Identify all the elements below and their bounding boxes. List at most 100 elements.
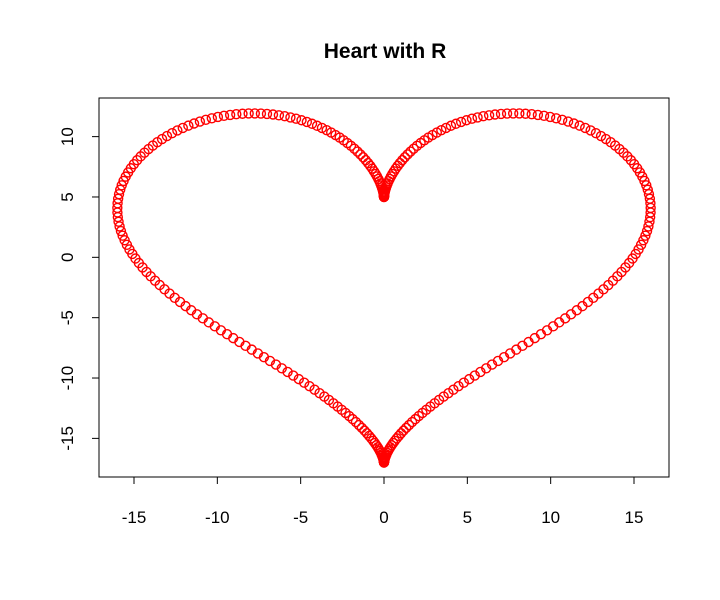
y-tick-label: 5 xyxy=(58,192,77,201)
data-point xyxy=(243,108,254,119)
data-point xyxy=(293,373,304,385)
data-point xyxy=(464,373,475,385)
data-point xyxy=(413,410,424,422)
data-point xyxy=(311,120,323,131)
data-point xyxy=(406,416,418,428)
data-point xyxy=(161,130,173,142)
y-tick-label: -5 xyxy=(58,310,77,325)
data-point xyxy=(458,377,469,388)
data-point xyxy=(296,115,307,126)
data-point xyxy=(436,124,447,136)
data-point xyxy=(445,120,457,131)
data-point xyxy=(356,422,368,434)
data-point xyxy=(478,111,489,122)
data-point xyxy=(306,118,318,129)
data-point xyxy=(115,225,127,237)
data-point xyxy=(644,216,655,227)
data-point xyxy=(183,120,194,131)
data-point xyxy=(495,108,507,120)
data-point xyxy=(455,116,467,128)
data-point xyxy=(352,146,363,157)
data-point xyxy=(316,122,328,134)
data-point xyxy=(472,112,483,123)
data-point xyxy=(440,122,452,134)
data-point xyxy=(397,154,408,166)
x-tick-label: 10 xyxy=(541,508,560,527)
data-point xyxy=(347,413,358,425)
x-tick-label: 15 xyxy=(625,508,644,527)
data-point xyxy=(405,146,416,157)
data-point xyxy=(387,168,398,180)
data-point xyxy=(206,113,218,124)
data-point xyxy=(453,381,464,392)
y-axis: -15 -10 -5 0 5 10 xyxy=(58,127,100,451)
data-point xyxy=(282,366,293,378)
data-point xyxy=(514,108,525,119)
data-point xyxy=(538,110,550,122)
data-point xyxy=(350,416,362,428)
data-point xyxy=(172,125,183,136)
data-point xyxy=(385,171,397,182)
data-point xyxy=(526,109,537,120)
data-point xyxy=(461,115,472,126)
data-point xyxy=(212,111,224,123)
data-point xyxy=(643,221,654,232)
data-point xyxy=(469,370,480,381)
x-tick-label: -5 xyxy=(293,508,308,527)
data-point xyxy=(355,149,366,160)
data-point xyxy=(218,110,230,122)
data-point xyxy=(188,118,200,129)
data-point xyxy=(507,108,519,119)
data-point xyxy=(640,230,651,241)
data-point xyxy=(353,419,365,431)
data-point xyxy=(231,109,242,120)
data-point xyxy=(349,143,360,154)
chart-title: Heart with R xyxy=(324,40,447,63)
y-tick-label: -10 xyxy=(58,366,77,391)
data-point xyxy=(261,108,273,120)
data-point xyxy=(267,109,279,120)
data-point xyxy=(544,111,556,123)
data-point xyxy=(410,413,421,425)
data-point xyxy=(359,425,370,436)
data-point xyxy=(450,118,462,129)
data-point xyxy=(408,143,419,154)
data-point xyxy=(574,120,585,131)
data-point xyxy=(177,122,188,134)
data-point xyxy=(200,114,212,126)
data-point xyxy=(568,118,580,129)
data-point xyxy=(224,109,236,121)
data-point xyxy=(585,125,596,136)
data-point xyxy=(378,191,390,203)
data-point xyxy=(117,230,128,241)
data-point xyxy=(194,116,206,127)
data-point xyxy=(520,108,531,119)
data-point xyxy=(288,370,299,381)
data-point xyxy=(255,108,267,119)
data-point xyxy=(590,127,602,139)
y-tick-label: 0 xyxy=(58,253,77,262)
data-point xyxy=(237,108,248,119)
data-point xyxy=(532,109,544,121)
data-point xyxy=(304,381,315,392)
data-point xyxy=(273,110,285,121)
y-tick-label: -15 xyxy=(58,426,77,451)
data-point xyxy=(489,109,501,120)
data-point xyxy=(483,110,495,121)
data-point xyxy=(249,108,261,119)
data-point xyxy=(309,384,320,395)
data-point xyxy=(166,127,178,139)
data-point xyxy=(367,163,378,174)
plot-frame xyxy=(98,97,670,478)
data-point xyxy=(115,184,126,195)
data-point xyxy=(480,363,492,374)
data-point xyxy=(301,116,313,128)
data-point xyxy=(580,122,591,134)
data-point xyxy=(399,152,411,163)
data-point xyxy=(475,366,486,378)
x-tick-label: -15 xyxy=(122,508,147,527)
data-points xyxy=(112,108,656,468)
x-axis: -15 -10 -5 0 5 10 15 xyxy=(122,476,644,527)
data-point xyxy=(466,113,478,124)
